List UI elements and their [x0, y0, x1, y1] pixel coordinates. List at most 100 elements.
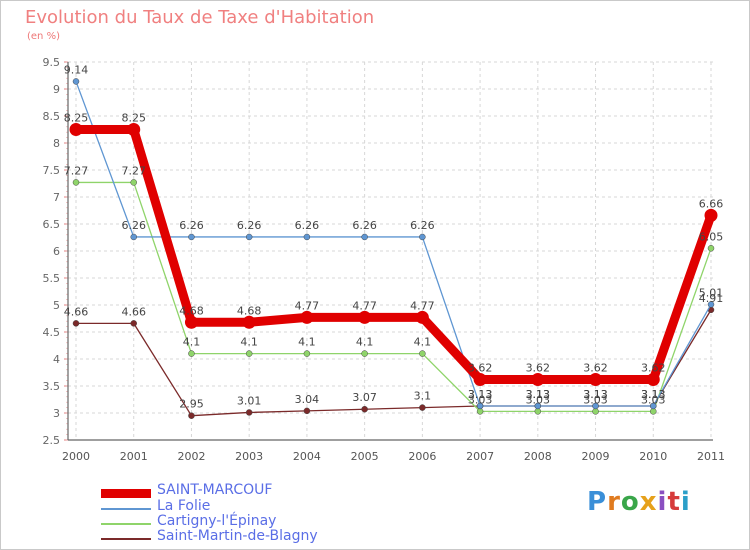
data-point-1-10 [650, 402, 657, 410]
data-label-2-1: 7.27 [121, 164, 146, 177]
data-label-0-4: 4.77 [295, 299, 320, 312]
y-tick-label: 6.5 [43, 218, 61, 231]
data-point-1-11 [707, 301, 715, 308]
data-point-0-5 [358, 310, 372, 324]
data-point-0-9 [589, 373, 603, 387]
data-label-1-4: 6.26 [295, 219, 320, 232]
data-point-1-9 [592, 402, 599, 410]
data-label-2-11: 6.05 [699, 230, 724, 243]
data-label-1-6: 6.26 [410, 219, 435, 232]
series-line-0 [71, 125, 716, 385]
x-tick-label: 2008 [524, 450, 552, 463]
data-label-0-9: 3.62 [583, 362, 608, 375]
x-tick-label: 2007 [466, 450, 494, 463]
x-tick-label: 2000 [62, 450, 90, 463]
data-label-2-4: 4.1 [298, 336, 316, 349]
data-label-1-2: 6.26 [179, 219, 204, 232]
logo-letter: o [620, 487, 640, 517]
logo-letter: i [657, 487, 668, 517]
data-label-3-5: 3.07 [352, 391, 377, 404]
data-point-1-1 [130, 233, 137, 241]
y-tick-label: 7 [53, 191, 60, 204]
data-label-2-3: 4.1 [240, 336, 258, 349]
series-layer [69, 78, 718, 419]
y-tick-label: 7.5 [43, 164, 61, 177]
data-point-1-2 [188, 233, 195, 241]
data-label-3-2: 2.95 [179, 398, 204, 411]
data-point-0-4 [300, 310, 314, 324]
data-label-1-7: 3.13 [468, 388, 493, 401]
y-tick-label: 5.5 [43, 272, 61, 285]
data-label-3-11: 4.91 [699, 292, 724, 305]
data-label-layer: 8.25 8.25 4.68 4.68 4.77 4.77 4.77 3.62 3.62 3.62… [64, 63, 724, 410]
x-tick-label: 2003 [235, 450, 263, 463]
data-point-2-4 [303, 350, 311, 357]
y-tick-label: 6 [53, 245, 60, 258]
legend-swatch [101, 488, 151, 498]
legend-label: Saint-Martin-de-Blagny [157, 528, 318, 544]
axis-layer: 2.5 3 3.5 4 4.5 5 5.5 6 6.5 7 7.5 8 8.5 9 9.5 2000 2001 2… [43, 56, 726, 463]
series-line-1 [75, 80, 712, 407]
data-point-1-4 [303, 233, 311, 241]
data-label-1-9: 3.13 [583, 388, 608, 401]
y-tick-label: 9.5 [43, 56, 61, 69]
data-point-2-6 [419, 350, 426, 357]
data-point-0-10 [646, 373, 660, 387]
data-point-3-0 [72, 320, 80, 327]
series-line-2 [75, 181, 712, 413]
data-label-2-7: 3.03 [468, 393, 493, 406]
data-label-3-9: 3.13 [583, 388, 608, 401]
logo-letter: P [587, 487, 608, 517]
data-label-0-7: 3.62 [468, 362, 493, 375]
y-tick-label: 3 [53, 407, 60, 420]
data-label-1-0: 9.14 [64, 63, 89, 76]
data-point-1-6 [419, 233, 426, 241]
x-tick-label: 2011 [697, 450, 725, 463]
legend-label: La Folie [157, 498, 211, 514]
data-point-1-7 [476, 402, 484, 410]
data-label-1-1: 6.26 [121, 219, 146, 232]
data-point-1-8 [534, 402, 542, 410]
data-point-0-7 [473, 373, 487, 387]
proxiti-logo: Proxiti [587, 487, 691, 517]
legend-label: SAINT-MARCOUF [157, 482, 273, 498]
data-label-0-8: 3.62 [526, 362, 551, 375]
data-label-0-1: 8.25 [121, 112, 146, 125]
x-tick-label: 2002 [177, 450, 205, 463]
data-label-1-11: 5.01 [699, 286, 724, 299]
data-label-0-0: 8.25 [64, 112, 89, 125]
logo-letter: x [639, 487, 658, 517]
data-label-0-3: 4.68 [237, 304, 262, 317]
legend-swatch [101, 508, 151, 510]
chart-subtitle: (en %) [27, 31, 60, 42]
data-point-2-9 [592, 408, 599, 415]
data-point-0-6 [415, 310, 429, 324]
data-point-2-7 [476, 408, 484, 415]
data-point-3-3 [245, 409, 253, 416]
data-point-0-8 [531, 373, 545, 387]
data-label-3-3: 3.01 [237, 394, 262, 407]
data-label-0-6: 4.77 [410, 299, 435, 312]
y-tick-label: 5 [53, 299, 60, 312]
data-label-1-10: 3.13 [641, 388, 666, 401]
data-point-2-11 [707, 245, 715, 252]
data-point-2-1 [130, 179, 137, 186]
y-tick-label: 9 [53, 83, 60, 96]
data-label-3-0: 4.66 [64, 305, 89, 318]
data-label-2-10: 3.03 [641, 393, 666, 406]
x-tick-label: 2004 [293, 450, 321, 463]
data-label-0-5: 4.77 [352, 299, 377, 312]
chart-title: Evolution du Taux de Taxe d'Habitation [25, 7, 375, 28]
data-label-2-6: 4.1 [414, 336, 432, 349]
data-point-2-10 [650, 408, 657, 415]
logo-letter: r [607, 487, 621, 517]
data-label-0-2: 4.68 [179, 304, 204, 317]
data-point-1-5 [361, 233, 368, 241]
data-point-3-6 [419, 404, 426, 411]
logo-letter: t [667, 487, 681, 517]
legend-swatch [101, 538, 151, 540]
y-tick-label: 2.5 [43, 434, 61, 447]
logo-letter: i [680, 487, 691, 517]
